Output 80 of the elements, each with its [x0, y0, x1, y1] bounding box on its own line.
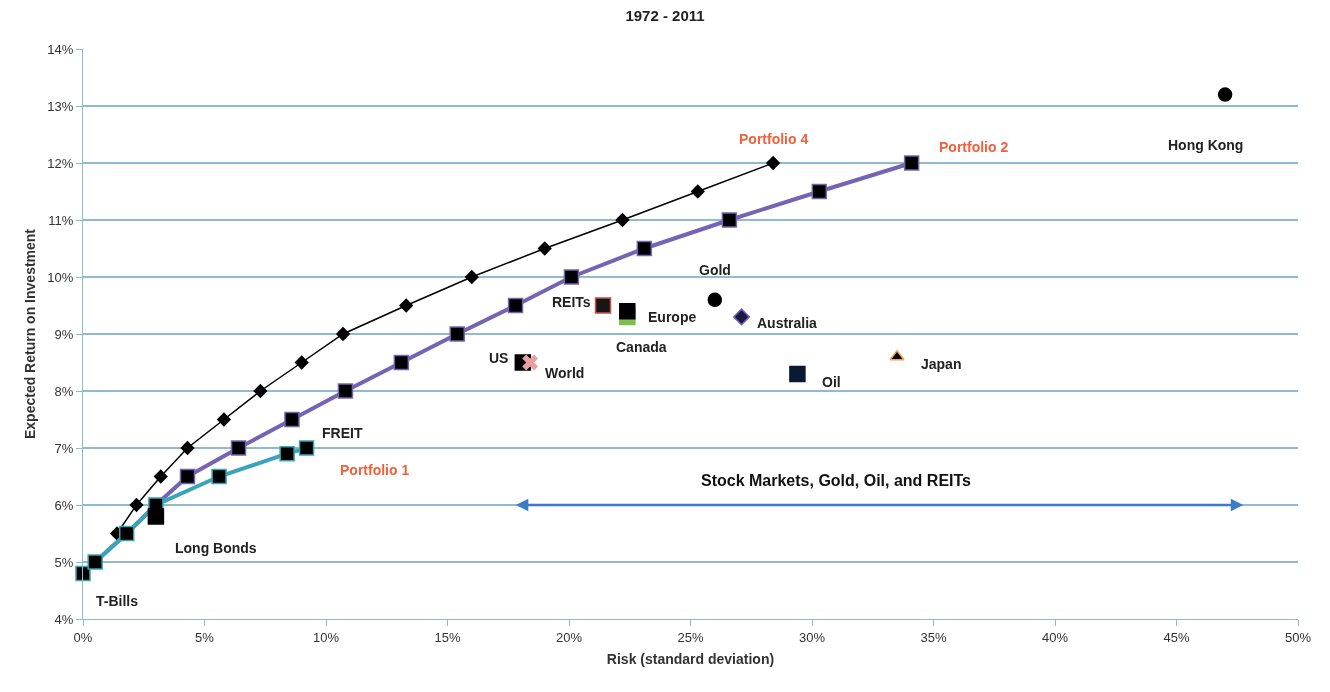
x-tick-label: 20% [555, 629, 583, 645]
point [211, 468, 227, 485]
x-tick-label: 0% [73, 629, 93, 645]
annotation: World [545, 365, 585, 381]
point [180, 440, 195, 456]
point [811, 183, 828, 200]
series-label: Gold [699, 262, 731, 278]
point [87, 554, 103, 570]
series-label: Portfolio 4 [739, 131, 809, 147]
point [464, 269, 479, 285]
annotation: FREIT [322, 425, 363, 441]
x-tick-label: 45% [1163, 629, 1190, 645]
y-tick-label: 10% [47, 269, 74, 285]
x-tick-label: 35% [920, 629, 947, 645]
point [563, 269, 580, 285]
x-tick-label: 15% [434, 629, 461, 645]
point [636, 240, 653, 257]
series-label: Oil [822, 374, 841, 390]
x-tick-label: 5% [195, 629, 215, 645]
point [690, 184, 705, 199]
point [337, 383, 354, 399]
annotation: T-Bills [96, 593, 139, 609]
y-tick-label: 6% [54, 497, 74, 513]
point [153, 469, 168, 484]
series-label: Australia [757, 315, 818, 331]
point [253, 383, 268, 399]
point [615, 212, 630, 228]
series-label: Europe [648, 309, 697, 325]
x-axis-title: Risk (standard deviation) [606, 650, 775, 667]
point [230, 440, 247, 456]
point [594, 297, 612, 314]
text: Hong Kong [1168, 137, 1244, 153]
y-tick-label: 13% [47, 98, 74, 114]
point [298, 440, 315, 456]
x-tick-label: 50% [1284, 629, 1312, 645]
y-tick-label: 4% [54, 611, 74, 627]
point [765, 155, 781, 171]
series-label: Portfolio 2 [939, 139, 1009, 155]
annotation: Stock Markets, Gold, Oil, and REITs [701, 472, 972, 489]
x-tick-label: 25% [677, 629, 704, 645]
series-label: Japan [921, 356, 962, 372]
point [179, 468, 196, 485]
point [279, 445, 295, 462]
x-tick-label: 30% [798, 629, 826, 645]
x-tick-label: 10% [312, 629, 340, 645]
y-tick-label: 8% [54, 383, 74, 399]
y-tick-label: 9% [54, 326, 74, 342]
point [507, 297, 524, 314]
point [294, 355, 309, 370]
y-tick-label: 14% [47, 41, 74, 57]
y-tick-label: 5% [54, 554, 74, 570]
point [707, 292, 723, 308]
series-label: US [489, 350, 509, 366]
point [393, 354, 410, 371]
point [903, 155, 920, 171]
y-tick-label: 11% [48, 212, 74, 228]
point [284, 411, 300, 428]
point [147, 508, 165, 525]
point [537, 241, 552, 256]
series-label: Portfolio 1 [340, 462, 410, 478]
y-tick-label: 7% [54, 440, 74, 456]
point [789, 365, 806, 383]
point [216, 412, 232, 427]
point [129, 497, 144, 513]
chart-title: 1972 - 2011 [625, 6, 705, 24]
series-label: REITs [552, 294, 591, 310]
y-axis-title: Expected Return on Investment [21, 228, 38, 440]
point [335, 326, 351, 342]
point [522, 354, 539, 371]
x-tick-label: 40% [1041, 629, 1069, 645]
point [1217, 87, 1233, 102]
point [721, 212, 738, 228]
annotation: Canada [616, 339, 667, 355]
point [732, 308, 751, 326]
point [449, 326, 465, 342]
point [619, 302, 636, 320]
point [118, 525, 135, 542]
point [399, 298, 414, 313]
series-label: Long Bonds [175, 540, 257, 556]
y-tick-label: 12% [47, 155, 74, 171]
